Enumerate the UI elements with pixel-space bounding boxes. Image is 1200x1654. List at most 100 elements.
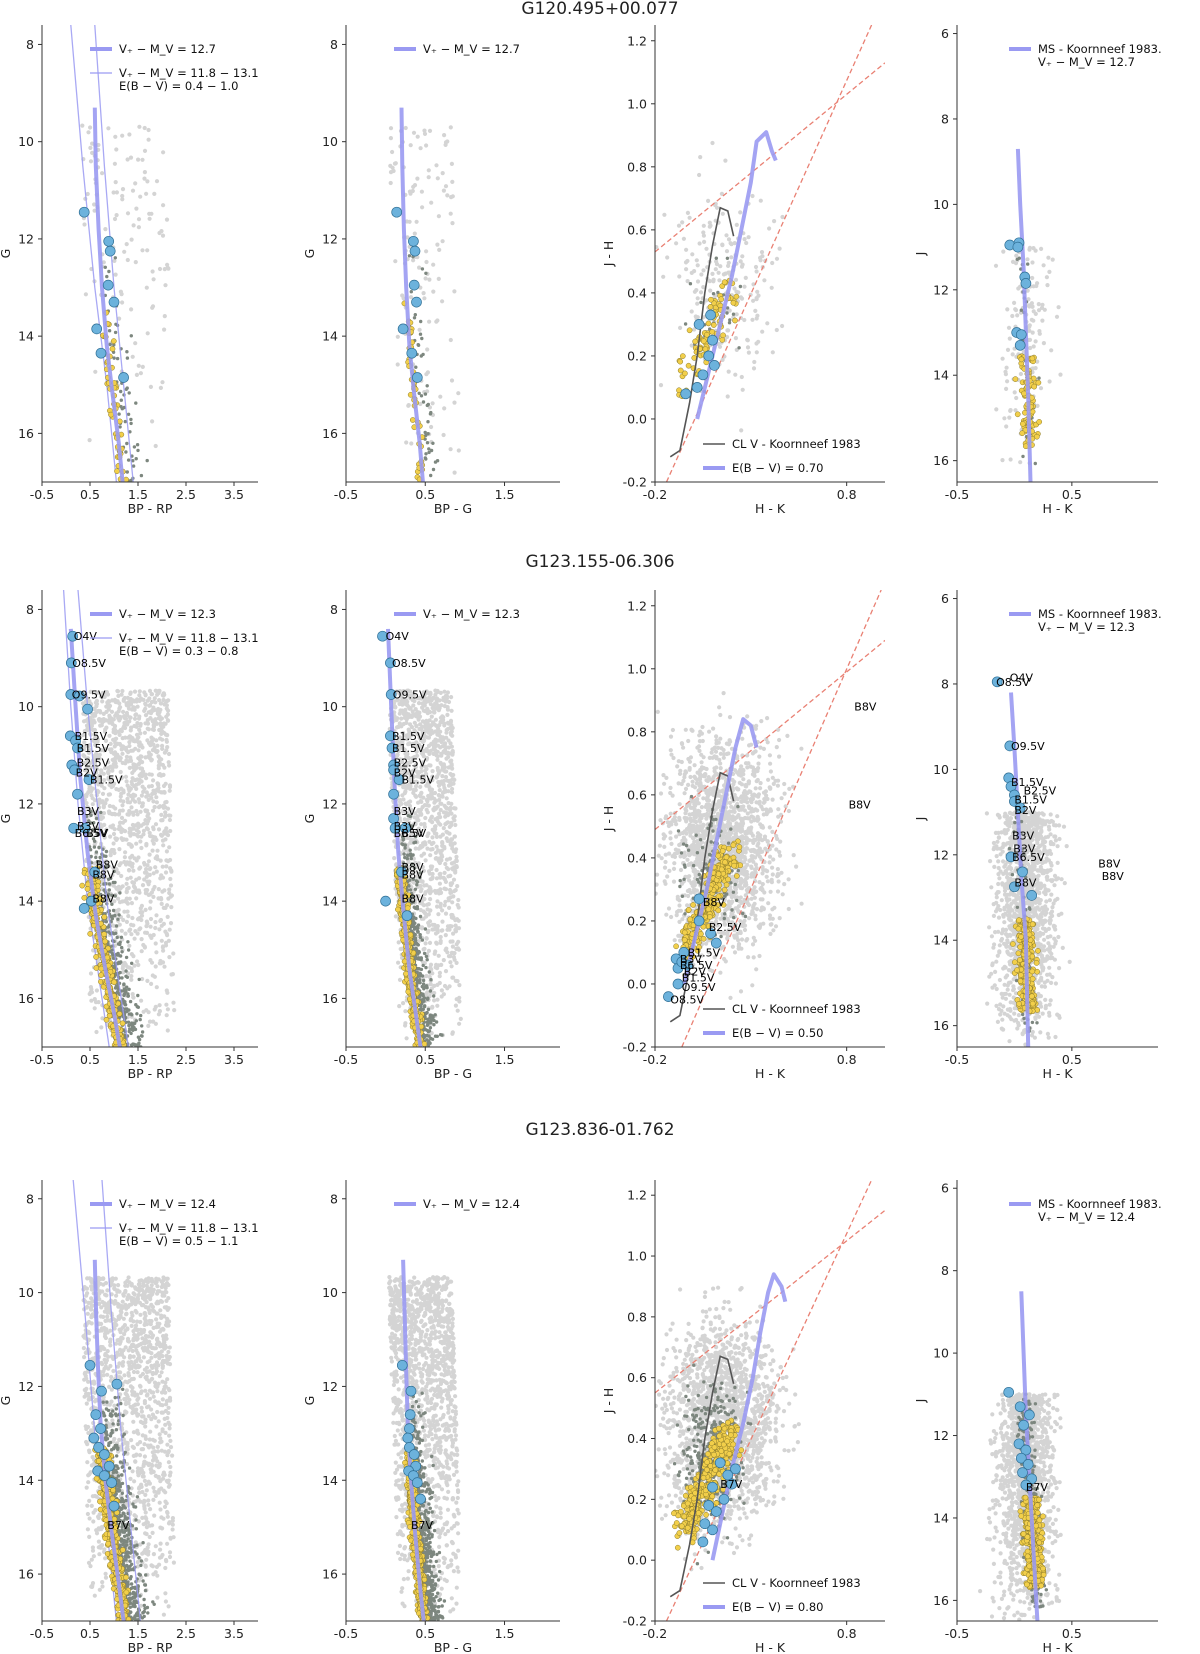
field-star [448, 751, 453, 756]
member-star [420, 974, 425, 978]
field-star [404, 720, 409, 726]
member-star [113, 880, 117, 885]
field-star [417, 710, 422, 715]
field-star [125, 796, 130, 802]
field-star [119, 692, 124, 697]
chart-panel: O4VO8.5VO9.5VB1.5VB1.5VB2.5VB2VB1.5VB3VB… [302, 590, 560, 1081]
field-star [421, 795, 426, 800]
field-star [450, 777, 455, 782]
field-star [120, 751, 125, 756]
field-star [156, 805, 162, 810]
field-star [401, 712, 407, 717]
field-star [428, 897, 433, 902]
field-star [398, 798, 403, 803]
field-star [88, 145, 93, 150]
field-star [160, 693, 165, 698]
field-star [143, 907, 148, 913]
field-star [437, 706, 442, 711]
field-star [166, 938, 171, 943]
member-star [113, 330, 118, 335]
member-star [118, 954, 123, 958]
field-star [780, 323, 785, 329]
field-star [127, 785, 132, 791]
field-star [113, 134, 118, 139]
field-star [434, 941, 439, 946]
member-star [126, 458, 131, 462]
field-star [106, 770, 111, 775]
field-star [142, 125, 147, 131]
field-star [87, 991, 92, 997]
field-star [156, 785, 161, 791]
yellow-star [101, 931, 107, 938]
field-star [1031, 344, 1036, 349]
ob-star [709, 360, 720, 371]
member-star [119, 960, 123, 964]
field-star [84, 792, 89, 797]
field-star [146, 1023, 151, 1028]
field-star [145, 978, 150, 984]
field-star [448, 447, 453, 452]
field-star [698, 290, 704, 295]
isochrone-range-track [94, 25, 134, 482]
member-star [110, 893, 114, 897]
ob-star [411, 296, 422, 308]
field-star [450, 944, 455, 949]
field-star [137, 124, 142, 129]
member-star [434, 1020, 439, 1024]
field-star [118, 861, 123, 866]
yellow-star [730, 299, 737, 306]
member-star [134, 457, 138, 461]
field-star [681, 236, 687, 241]
field-star [125, 211, 131, 216]
field-star [419, 189, 424, 194]
field-star [665, 255, 670, 260]
member-star [119, 1006, 123, 1011]
field-star [149, 692, 154, 697]
field-star [754, 296, 759, 301]
field-star [450, 866, 455, 871]
field-star [103, 227, 108, 232]
field-star [702, 239, 707, 244]
field-star [452, 834, 457, 839]
field-star [93, 731, 99, 736]
field-star [421, 754, 426, 759]
member-star [419, 394, 424, 398]
member-star [429, 1021, 433, 1025]
field-star [435, 930, 440, 935]
field-star [111, 804, 116, 809]
field-star [1000, 458, 1005, 463]
field-star [156, 754, 161, 759]
field-star [131, 223, 136, 228]
field-star [165, 903, 170, 908]
field-star [733, 277, 739, 282]
member-star [410, 862, 414, 866]
field-star [746, 350, 752, 355]
ob-star [89, 866, 101, 878]
member-star [426, 1007, 431, 1012]
field-star [432, 796, 437, 801]
field-star [451, 781, 456, 786]
field-star [147, 1019, 153, 1024]
member-star [427, 450, 431, 455]
field-star [405, 688, 410, 693]
field-star [408, 191, 413, 196]
field-star [151, 894, 156, 900]
field-star [713, 201, 718, 206]
field-star [695, 263, 700, 268]
field-star [452, 806, 457, 811]
field-star [444, 829, 449, 834]
field-star [129, 843, 134, 848]
field-star [409, 837, 414, 842]
member-star [125, 356, 130, 360]
y-tick-label: 10 [18, 134, 34, 149]
member-star [131, 464, 136, 468]
field-star [127, 861, 133, 866]
field-star [422, 824, 427, 830]
member-star [426, 420, 430, 424]
field-star [662, 212, 667, 217]
member-star [112, 343, 116, 347]
x-axis-label: H - K [1042, 501, 1073, 516]
field-star [447, 779, 452, 784]
field-star [153, 941, 158, 946]
